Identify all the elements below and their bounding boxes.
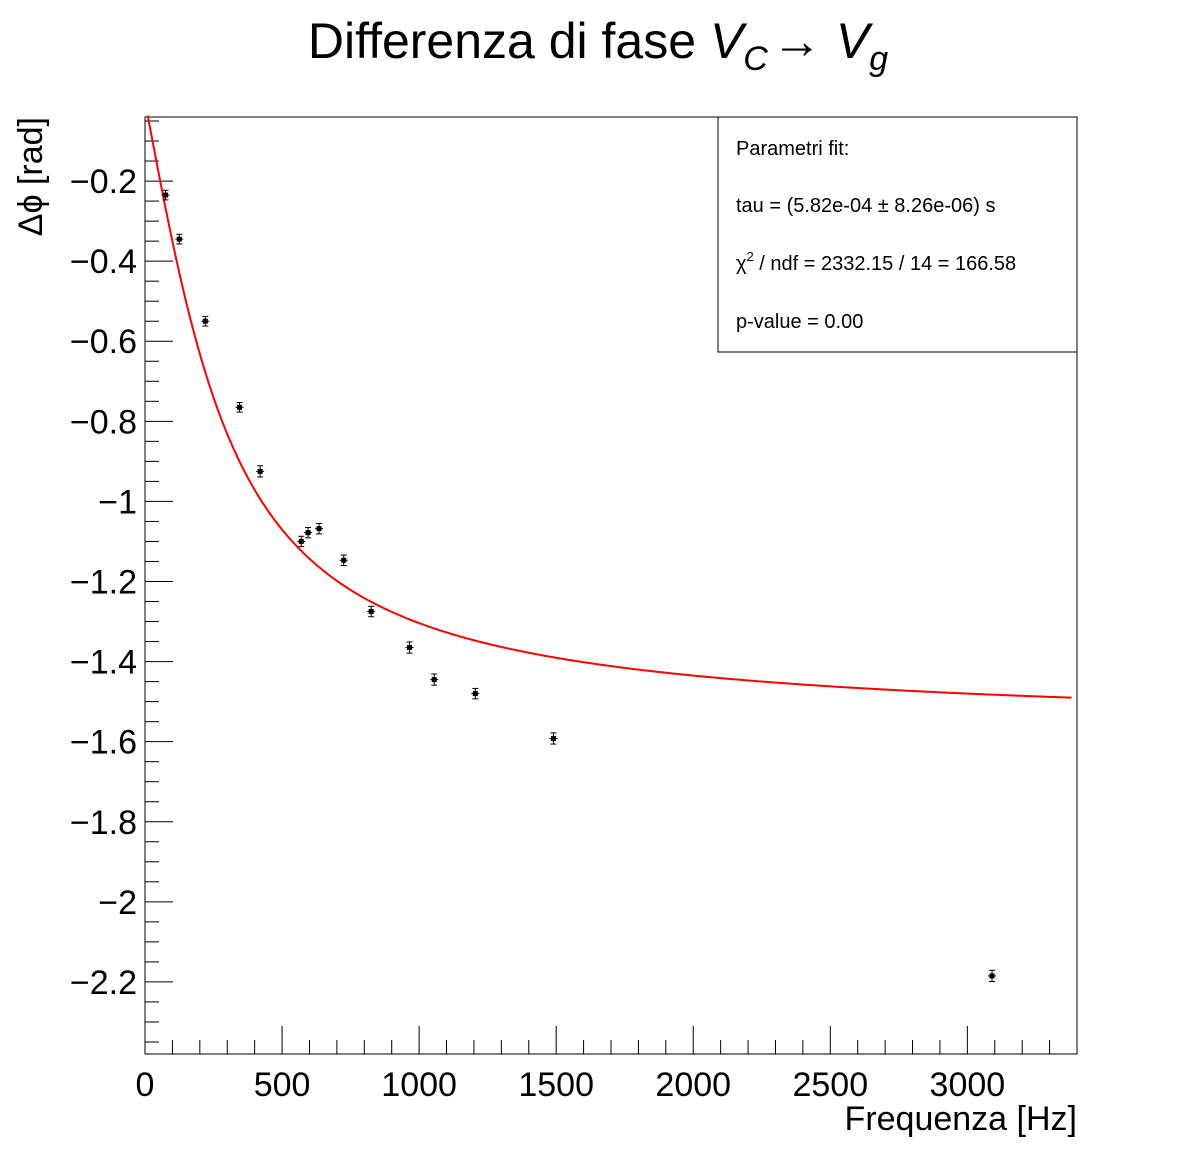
- stats-chi-symbol: χ: [736, 253, 747, 275]
- title-v2: V: [836, 13, 874, 69]
- point-marker: [407, 645, 413, 651]
- title-v1: V: [710, 13, 748, 69]
- y-tick-label: −2: [98, 884, 137, 922]
- stats-chi2: χ2 / ndf = 2332.15 / 14 = 166.58: [736, 249, 1016, 275]
- y-tick-label: −0.2: [70, 163, 137, 201]
- data-point: [339, 554, 348, 566]
- stats-chi-rest: / ndf = 2332.15 / 14 = 166.58: [754, 253, 1016, 275]
- data-point: [405, 641, 414, 654]
- data-points-layer: [161, 189, 997, 983]
- y-tick-label: −1.4: [70, 644, 137, 682]
- data-point: [304, 526, 313, 539]
- stats-chi-sup: 2: [747, 249, 754, 264]
- y-tick-label: −0.8: [70, 403, 137, 441]
- y-tick-label: −0.4: [70, 243, 137, 281]
- point-marker: [305, 530, 311, 536]
- fit-curve-layer: [146, 115, 1072, 699]
- data-point: [161, 189, 170, 201]
- point-marker: [202, 318, 208, 324]
- chart-title: Differenza di fase VC→ Vg: [308, 13, 888, 78]
- point-marker: [341, 557, 347, 563]
- title-v2-sub: g: [869, 40, 888, 78]
- point-marker: [257, 468, 263, 474]
- point-marker: [316, 526, 322, 532]
- title-v1-sub: C: [743, 40, 768, 78]
- data-point: [430, 673, 439, 686]
- fit-curve: [146, 115, 1072, 699]
- x-axis-label: Frequenza [Hz]: [845, 1100, 1077, 1138]
- y-axis-label: Δϕ [rad]: [12, 117, 50, 236]
- y-tick-label: −1.2: [70, 563, 137, 601]
- point-marker: [298, 538, 304, 544]
- stats-header: Parametri fit:: [736, 138, 849, 160]
- y-tick-label: −1: [98, 483, 137, 521]
- data-point: [201, 315, 210, 327]
- x-tick-label: 1500: [518, 1066, 594, 1104]
- title-main: Differenza di fase: [308, 13, 710, 69]
- data-point: [471, 687, 480, 700]
- x-tick-label: 0: [136, 1066, 155, 1104]
- y-tick-label: −2.2: [70, 964, 137, 1002]
- data-point: [549, 732, 558, 745]
- x-tick-label: 1000: [381, 1066, 457, 1104]
- data-point: [367, 605, 376, 618]
- point-marker: [431, 677, 437, 683]
- point-marker: [550, 735, 556, 741]
- point-marker: [989, 973, 995, 979]
- point-marker: [176, 236, 182, 242]
- x-tick-label: 3000: [930, 1066, 1006, 1104]
- point-marker: [472, 691, 478, 697]
- data-point: [297, 535, 306, 548]
- x-tick-label: 2500: [792, 1066, 868, 1104]
- stats-box-frame: [717, 116, 1078, 353]
- stats-tau: tau = (5.82e-04 ± 8.26e-06) s: [736, 195, 995, 217]
- x-tick-label: 2000: [655, 1066, 731, 1104]
- x-tick-label: 500: [254, 1066, 311, 1104]
- data-point: [235, 402, 244, 413]
- point-marker: [237, 404, 243, 410]
- data-point: [256, 465, 265, 478]
- point-marker: [368, 609, 374, 615]
- y-tick-label: −1.6: [70, 724, 137, 762]
- data-point: [175, 233, 184, 245]
- stats-box: Parametri fit: tau = (5.82e-04 ± 8.26e-0…: [717, 116, 1078, 353]
- data-point: [988, 969, 997, 983]
- y-tick-label: −0.6: [70, 323, 137, 361]
- axes-layer: 0 500 1000 1500 2000 2500 3000 −0.2 −0.4 −0.6 −0.8…: [70, 120, 1078, 1104]
- y-tick-label: −1.8: [70, 804, 137, 842]
- stats-pvalue: p-value = 0.00: [736, 311, 863, 333]
- point-marker: [163, 192, 169, 198]
- data-point: [315, 522, 324, 535]
- title-arrow: →: [772, 13, 822, 69]
